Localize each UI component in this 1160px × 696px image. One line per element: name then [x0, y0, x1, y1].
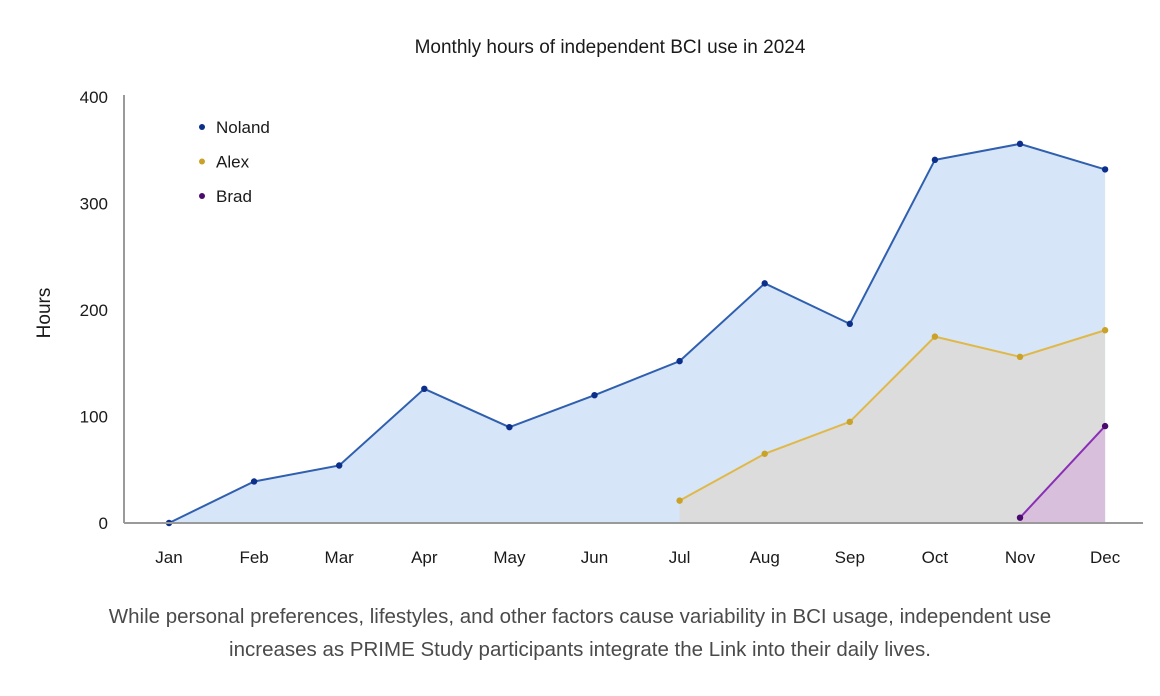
point-brad-nov [1016, 514, 1024, 521]
x-tick-label: Apr [411, 548, 438, 567]
point-alex-jul [676, 497, 683, 504]
point-noland-sep [846, 320, 853, 328]
point-noland-dec [1101, 166, 1109, 173]
point-noland-mar [336, 462, 343, 469]
point-noland-jun [591, 392, 598, 399]
y-tick-labels: 0 100 200 300 400 [80, 88, 108, 533]
x-tick-label: Nov [1005, 548, 1036, 567]
chart-title: Monthly hours of independent BCI use in … [415, 37, 806, 58]
point-noland-may [506, 423, 513, 431]
series-areas [169, 143, 1106, 524]
point-brad-dec [1101, 422, 1109, 430]
legend-label: Alex [216, 153, 250, 172]
x-tick-labels: Jan Feb Mar Apr May Jun Jul Aug Sep Oct Nov Dec [155, 548, 1120, 567]
point-noland-feb [250, 478, 258, 485]
legend: Noland Alex Brad [199, 118, 270, 206]
point-alex-nov [1016, 353, 1024, 361]
legend-marker-icon [199, 124, 205, 130]
legend-item-alex: Alex [199, 153, 250, 172]
line-brad [1019, 425, 1106, 519]
point-noland-nov [1016, 140, 1024, 148]
y-tick-label: 0 [99, 514, 108, 533]
point-noland-jul [676, 357, 683, 365]
caption-line-2: increases as PRIME Study participants in… [229, 638, 931, 661]
x-tick-label: Jul [669, 548, 691, 567]
y-tick-label: 100 [80, 408, 108, 427]
x-tick-label: Feb [239, 548, 268, 567]
line-alex [679, 329, 1106, 502]
point-noland-aug [761, 280, 768, 287]
x-tick-label: May [493, 548, 526, 567]
series-lines [168, 142, 1106, 524]
line-noland [168, 142, 1106, 524]
legend-item-noland: Noland [199, 118, 270, 137]
x-tick-label: Aug [750, 548, 780, 567]
legend-label: Brad [216, 187, 252, 206]
area-alex [679, 330, 1106, 523]
y-tick-label: 400 [80, 88, 108, 107]
series-markers [165, 140, 1109, 527]
x-tick-label: Dec [1090, 548, 1121, 567]
point-alex-dec [1101, 327, 1109, 334]
x-tick-label: Jun [581, 548, 608, 567]
point-noland-apr [421, 385, 428, 393]
point-alex-sep [846, 418, 853, 426]
legend-marker-icon [199, 158, 205, 165]
point-alex-aug [761, 450, 768, 457]
y-axis-label: Hours [34, 288, 55, 339]
legend-item-brad: Brad [199, 187, 252, 206]
y-tick-label: 300 [80, 195, 108, 214]
x-tick-label: Mar [325, 548, 355, 567]
y-tick-label: 200 [80, 301, 108, 320]
caption-line-1: While personal preferences, lifestyles, … [108, 605, 1052, 628]
chart: Monthly hours of independent BCI use in … [34, 37, 1143, 567]
caption: While personal preferences, lifestyles, … [0, 600, 1160, 666]
legend-marker-icon [199, 193, 205, 199]
legend-label: Noland [216, 118, 270, 137]
x-tick-label: Jan [155, 548, 182, 567]
x-tick-label: Oct [922, 548, 949, 567]
point-noland-oct [931, 156, 939, 164]
point-alex-oct [931, 333, 939, 340]
x-tick-label: Sep [835, 548, 865, 567]
